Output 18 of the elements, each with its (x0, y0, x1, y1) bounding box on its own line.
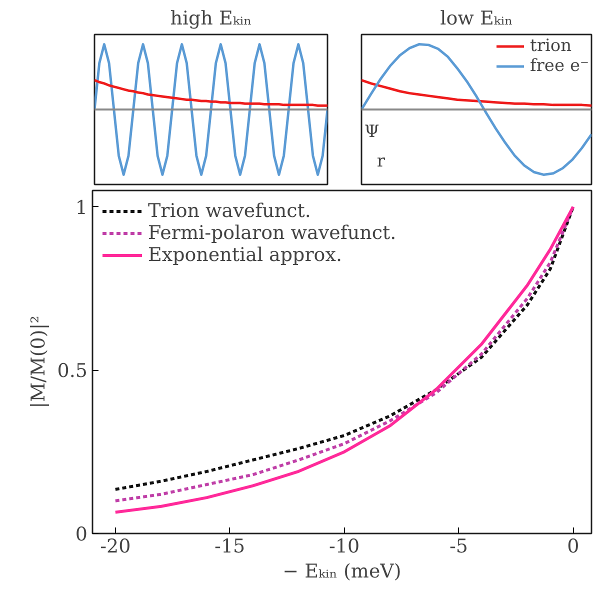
x-tick-label: -15 (214, 536, 246, 558)
chart-title: high Eₖᵢₙ (170, 8, 252, 30)
y-tick-label: 1 (75, 196, 88, 219)
legend-label: trion (530, 36, 572, 56)
x-axis-title: − Eₖᵢₙ (meV) (282, 560, 402, 582)
chart-title: low Eₖᵢₙ (440, 8, 513, 30)
annotation: Ψ (364, 122, 380, 142)
y-tick-label: 0.5 (57, 360, 88, 382)
x-tick-label: -5 (449, 536, 468, 558)
x-tick-label: -10 (328, 536, 360, 558)
legend-label: free e⁻ (530, 56, 589, 76)
legend-label: Trion wavefunct. (148, 200, 311, 222)
x-tick-label: -20 (100, 536, 131, 558)
legend-label: Exponential approx. (148, 244, 342, 266)
x-tick-label: 0 (567, 536, 580, 558)
y-axis-title: |M/M(0)|² (27, 316, 50, 408)
annotation: r (376, 151, 386, 172)
legend-label: Fermi-polaron wavefunct. (148, 222, 396, 244)
